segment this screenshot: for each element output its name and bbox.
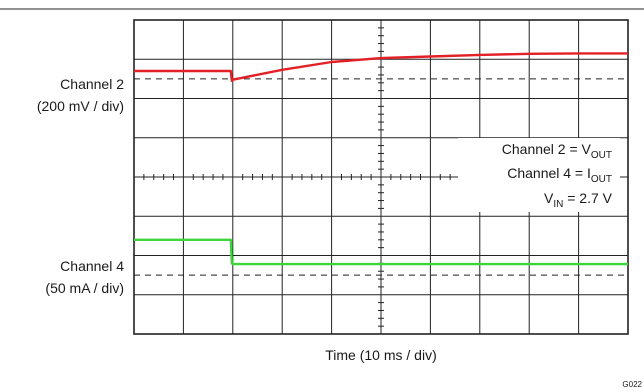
annotation-channel-4: Channel 4 = IOUT [507,165,612,185]
annotation-channel-2: Channel 2 = VOUT [502,141,612,161]
channel-4-label: Channel 4 [60,258,124,274]
channel-2-scale: (200 mV / div) [37,98,124,114]
figure-code: G022 [622,380,642,389]
scope-grid [134,20,628,334]
x-axis-label: Time (10 ms / div) [325,347,437,363]
reference-lines [134,78,628,276]
channel-2-label: Channel 2 [60,76,124,92]
annotation-background [458,138,620,212]
annotation-vin: VIN = 2.7 V [544,190,613,210]
channel-2-trace [134,52,628,83]
channel-4-trace [134,238,628,266]
traces [134,52,628,266]
channel-4-scale: (50 mA / div) [45,280,124,296]
